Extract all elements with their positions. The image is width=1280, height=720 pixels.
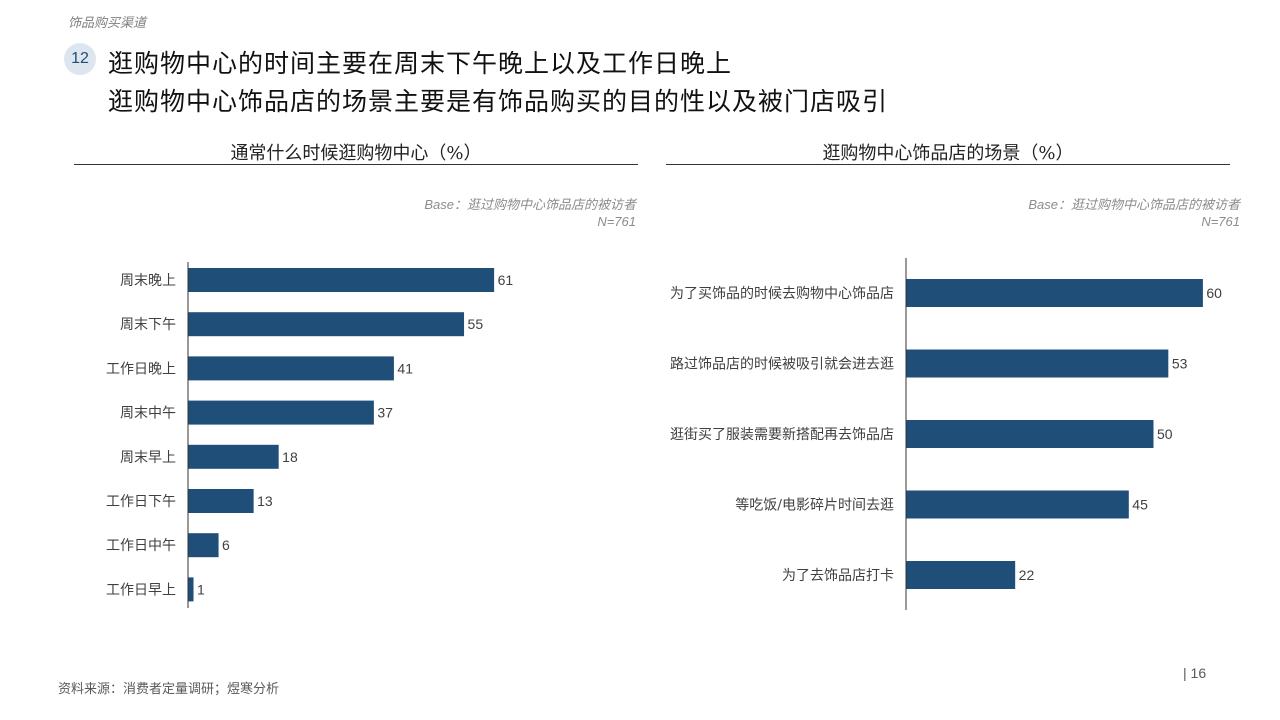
left-bar xyxy=(188,489,254,513)
right-bar xyxy=(906,349,1169,378)
left-value-label: 61 xyxy=(498,272,514,288)
right-category-label: 等吃饭/电影碎片时间去逛 xyxy=(735,497,894,514)
left-title-rule xyxy=(74,164,638,165)
section-label: 饰品购买渠道 xyxy=(68,16,147,31)
right-category-label: 为了买饰品的时候去购物中心饰品店 xyxy=(670,286,894,302)
right-base-note: Base：逛过购物中心饰品店的被访者 N=761 xyxy=(900,196,1240,230)
left-bar xyxy=(188,400,374,425)
left-bar xyxy=(188,577,194,602)
right-title-rule xyxy=(666,164,1230,165)
left-category-label: 工作日下午 xyxy=(106,494,176,510)
right-value-label: 53 xyxy=(1172,356,1188,372)
left-category-label: 周末早上 xyxy=(120,450,176,466)
right-bar xyxy=(906,561,1016,589)
right-category-label: 为了去饰品店打卡 xyxy=(782,567,894,584)
left-category-label: 工作日晚上 xyxy=(106,361,176,377)
left-bar xyxy=(188,444,279,469)
left-bar xyxy=(188,533,219,558)
left-sample-size: N=761 xyxy=(597,214,636,229)
left-base-text: Base：逛过购物中心饰品店的被访者 xyxy=(424,197,636,212)
right-sample-size: N=761 xyxy=(1201,214,1240,229)
left-value-label: 55 xyxy=(468,316,484,332)
left-chart-title: 通常什么时候逛购物中心（%） xyxy=(230,143,482,164)
right-bar xyxy=(906,279,1203,307)
left-value-label: 37 xyxy=(377,405,393,421)
left-category-label: 周末晚上 xyxy=(120,273,176,289)
right-value-label: 45 xyxy=(1132,497,1148,513)
footer-source: 资料来源：消费者定量调研；煜寒分析 xyxy=(58,682,280,697)
left-value-label: 13 xyxy=(257,493,273,509)
left-category-label: 工作日早上 xyxy=(106,582,176,598)
right-category-label: 路过饰品店的时候被吸引就会进去逛 xyxy=(670,357,894,373)
right-category-label: 逛街买了服装需要新搭配再去饰品店 xyxy=(670,427,894,443)
left-bar xyxy=(188,312,465,337)
left-bar xyxy=(188,268,495,292)
left-value-label: 41 xyxy=(397,360,413,376)
right-bar xyxy=(906,420,1154,448)
left-category-label: 工作日中午 xyxy=(106,538,176,554)
left-category-label: 周末中午 xyxy=(120,406,176,422)
right-base-text: Base：逛过购物中心饰品店的被访者 xyxy=(1028,197,1240,212)
left-value-label: 18 xyxy=(282,449,298,465)
left-base-note: Base：逛过购物中心饰品店的被访者 N=761 xyxy=(300,196,636,230)
headline-line-1: 逛购物中心的时间主要在周末下午晚上以及工作日晚上 xyxy=(108,49,733,78)
right-bar xyxy=(906,490,1129,519)
left-bar xyxy=(188,356,394,381)
left-value-label: 1 xyxy=(197,581,205,597)
headline-line-2: 逛购物中心饰品店的场景主要是有饰品购买的目的性以及被门店吸引 xyxy=(108,87,889,116)
right-value-label: 50 xyxy=(1157,426,1173,442)
right-chart-title: 逛购物中心饰品店的场景（%） xyxy=(822,143,1074,164)
slide-number-badge: 12 xyxy=(64,43,96,75)
left-value-label: 6 xyxy=(222,537,230,553)
right-value-label: 22 xyxy=(1019,567,1035,583)
page-number: | 16 xyxy=(1183,665,1207,681)
right-value-label: 60 xyxy=(1206,285,1222,301)
left-category-label: 周末下午 xyxy=(120,317,176,333)
